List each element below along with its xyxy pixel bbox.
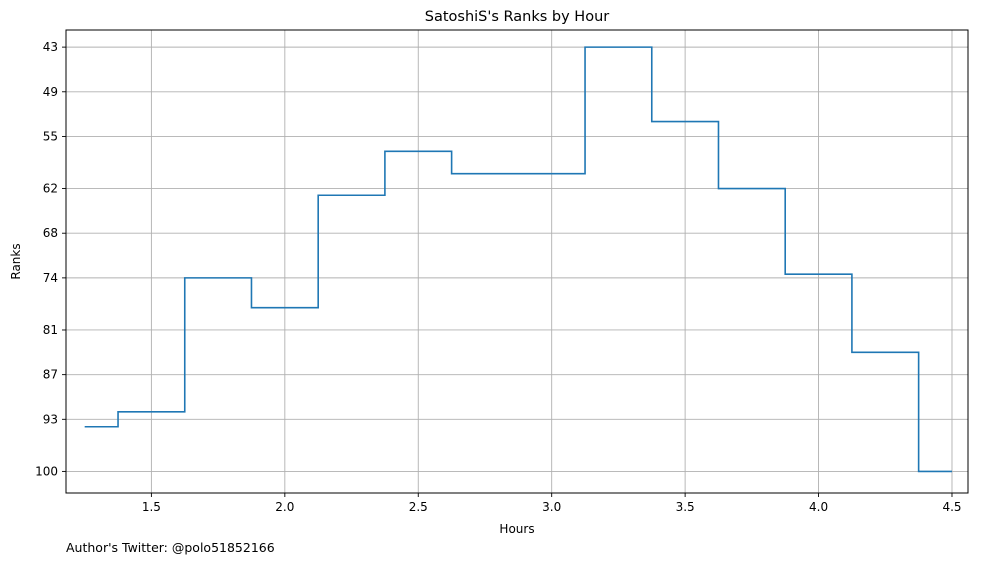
author-footnote: Author's Twitter: @polo51852166 xyxy=(66,540,275,555)
y-tick-label: 87 xyxy=(43,368,58,382)
plot-frame xyxy=(65,29,969,494)
chart-title: SatoshiS's Ranks by Hour xyxy=(425,9,610,25)
x-axis-label: Hours xyxy=(499,522,534,536)
x-tick-label: 3.5 xyxy=(676,500,695,514)
x-tick-label: 2.5 xyxy=(409,500,428,514)
x-tick-label: 2.0 xyxy=(275,500,294,514)
series-layer xyxy=(84,46,952,473)
x-tick-label: 1.5 xyxy=(142,500,161,514)
y-tick-label: 55 xyxy=(43,129,58,143)
y-tick-label: 81 xyxy=(43,323,58,337)
y-tick-label: 62 xyxy=(43,182,58,196)
x-tick-label: 3.0 xyxy=(542,500,561,514)
y-tick-label: 100 xyxy=(35,464,58,478)
y-axis-ticks: 43 49 55 62 68 74 81 87 93 100 xyxy=(35,40,66,478)
y-tick-label: 68 xyxy=(43,226,58,240)
y-tick-label: 74 xyxy=(43,271,58,285)
x-tick-label: 4.0 xyxy=(809,500,828,514)
rank-step-line xyxy=(84,46,952,473)
y-tick-label: 49 xyxy=(43,85,58,99)
y-tick-label: 93 xyxy=(43,412,58,426)
x-tick-label: 4.5 xyxy=(942,500,961,514)
y-tick-label: 43 xyxy=(43,40,58,54)
x-axis-ticks: 1.5 2.0 2.5 3.0 3.5 4.0 4.5 xyxy=(142,493,962,514)
grid-lines xyxy=(66,30,968,493)
y-axis-label: Ranks xyxy=(9,243,23,279)
